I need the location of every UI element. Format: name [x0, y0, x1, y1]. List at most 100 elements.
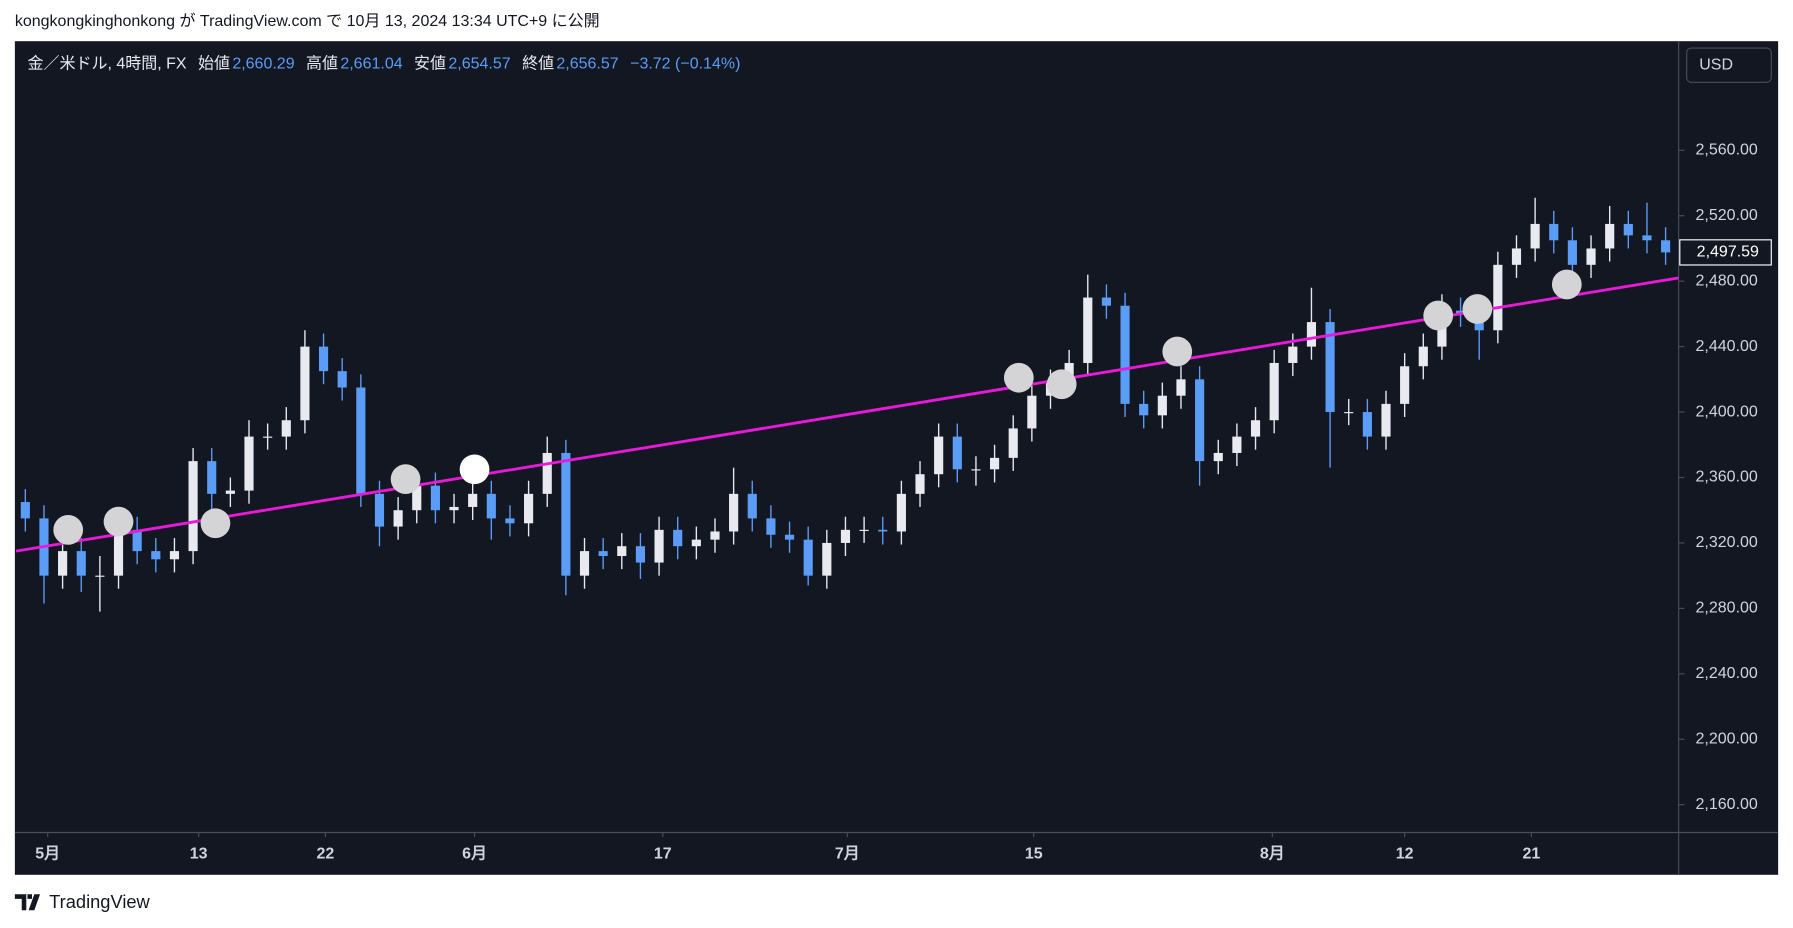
candle-body	[151, 551, 161, 560]
candle-body	[1288, 346, 1298, 363]
candle-body	[766, 518, 776, 535]
touch-marker	[1046, 369, 1077, 400]
candle-body	[1306, 322, 1317, 347]
touch-marker	[1551, 269, 1582, 300]
candle-body	[1381, 403, 1391, 437]
plot	[15, 197, 1679, 612]
header: kongkongkinghonkong が TradingView.com で …	[15, 12, 600, 30]
candle-body	[1176, 379, 1186, 396]
candle-body	[1455, 310, 1466, 314]
last-price-label: 2,497.59	[1697, 244, 1759, 261]
candle-body	[1232, 436, 1242, 453]
candle-body	[449, 506, 459, 511]
candle-body	[1269, 362, 1279, 421]
legend-label: 安値	[414, 54, 446, 72]
candle-body	[710, 531, 720, 540]
candle-body	[673, 529, 683, 547]
y-tick-label: 2,560.00	[1696, 142, 1758, 159]
touch-marker	[390, 464, 421, 494]
y-tick-label: 2,320.00	[1696, 534, 1758, 551]
legend-title: 金／米ドル, 4時間, FX	[27, 54, 186, 72]
candle-body	[468, 493, 478, 507]
candle-body	[542, 452, 552, 494]
candle-body	[1493, 264, 1503, 331]
x-tick-label: 13	[190, 845, 208, 862]
candle-body	[1661, 240, 1671, 253]
candle-body	[169, 551, 180, 560]
candle-body	[1567, 240, 1577, 265]
candle-body	[561, 452, 571, 576]
candle-body	[1120, 305, 1130, 404]
candle-body	[430, 485, 440, 511]
x-tick-label: 21	[1523, 845, 1541, 862]
candle-body	[1139, 403, 1149, 416]
candle-body	[654, 529, 664, 563]
candle-body	[1418, 346, 1428, 367]
candle-body	[617, 546, 627, 557]
y-tick-label: 2,440.00	[1696, 338, 1758, 355]
candle-body	[729, 493, 739, 532]
candle-body	[337, 371, 347, 388]
candle-body	[374, 493, 385, 527]
candle-body	[244, 436, 254, 491]
candle-body	[915, 474, 925, 494]
chart-background	[14, 41, 1779, 875]
candle-body	[1027, 395, 1037, 429]
candle-body	[225, 490, 235, 494]
candle-body	[784, 534, 795, 540]
candle-body	[822, 542, 832, 576]
candle-body	[524, 493, 534, 524]
candle-body	[1008, 428, 1018, 458]
candle-body	[1213, 452, 1223, 462]
legend-label: 始値	[198, 54, 230, 72]
candle-body	[934, 436, 944, 475]
touch-marker	[200, 508, 231, 539]
candle-body	[95, 575, 105, 577]
legend-value: 2,656.57	[556, 55, 618, 72]
candle-body	[412, 485, 422, 511]
touch-marker	[1003, 362, 1034, 393]
candle-body	[990, 457, 1000, 470]
legend-value: 2,661.04	[340, 55, 402, 72]
candle-body	[1362, 412, 1372, 437]
x-tick-label: 5月	[35, 844, 60, 862]
touch-marker	[53, 514, 84, 545]
currency-label: USD	[1699, 56, 1733, 73]
y-tick-label: 2,240.00	[1696, 665, 1758, 682]
touch-marker	[1462, 294, 1493, 324]
candle-body	[971, 469, 981, 471]
candle-body	[1101, 297, 1111, 306]
candle-body	[393, 510, 403, 527]
candle-body	[1642, 235, 1652, 241]
candle-body	[356, 387, 366, 494]
x-tick-label: 12	[1396, 845, 1414, 862]
candle-body	[859, 529, 869, 531]
candle-body	[1250, 420, 1261, 437]
x-tick-label: 8月	[1260, 844, 1285, 862]
candle-body	[1623, 223, 1633, 236]
candle-body	[300, 346, 310, 421]
x-tick-label: 22	[317, 845, 335, 862]
candle-body	[1344, 412, 1354, 414]
currency-button[interactable]	[1686, 47, 1772, 83]
candle-body	[1605, 223, 1615, 249]
legend-label: 高値	[306, 54, 338, 72]
y-tick-label: 2,280.00	[1696, 600, 1758, 617]
candle-body	[1325, 322, 1335, 413]
candle-body	[318, 346, 329, 372]
candle-body	[803, 539, 813, 576]
legend: 金／米ドル, 4時間, FX 始値 2,660.29 高値 2,661.04 安値 2,65…	[27, 54, 740, 72]
touch-marker	[103, 506, 134, 537]
candle-body	[486, 493, 496, 519]
candle-body	[635, 546, 646, 563]
legend-label: 終値	[522, 54, 554, 72]
candle-body	[1511, 248, 1522, 265]
candle-body	[952, 436, 962, 470]
candle-body	[1586, 248, 1596, 265]
candle-body	[188, 461, 198, 552]
x-tick-label: 15	[1025, 845, 1043, 862]
y-tick-label: 2,360.00	[1696, 469, 1758, 486]
y-tick-label: 2,480.00	[1696, 272, 1758, 289]
